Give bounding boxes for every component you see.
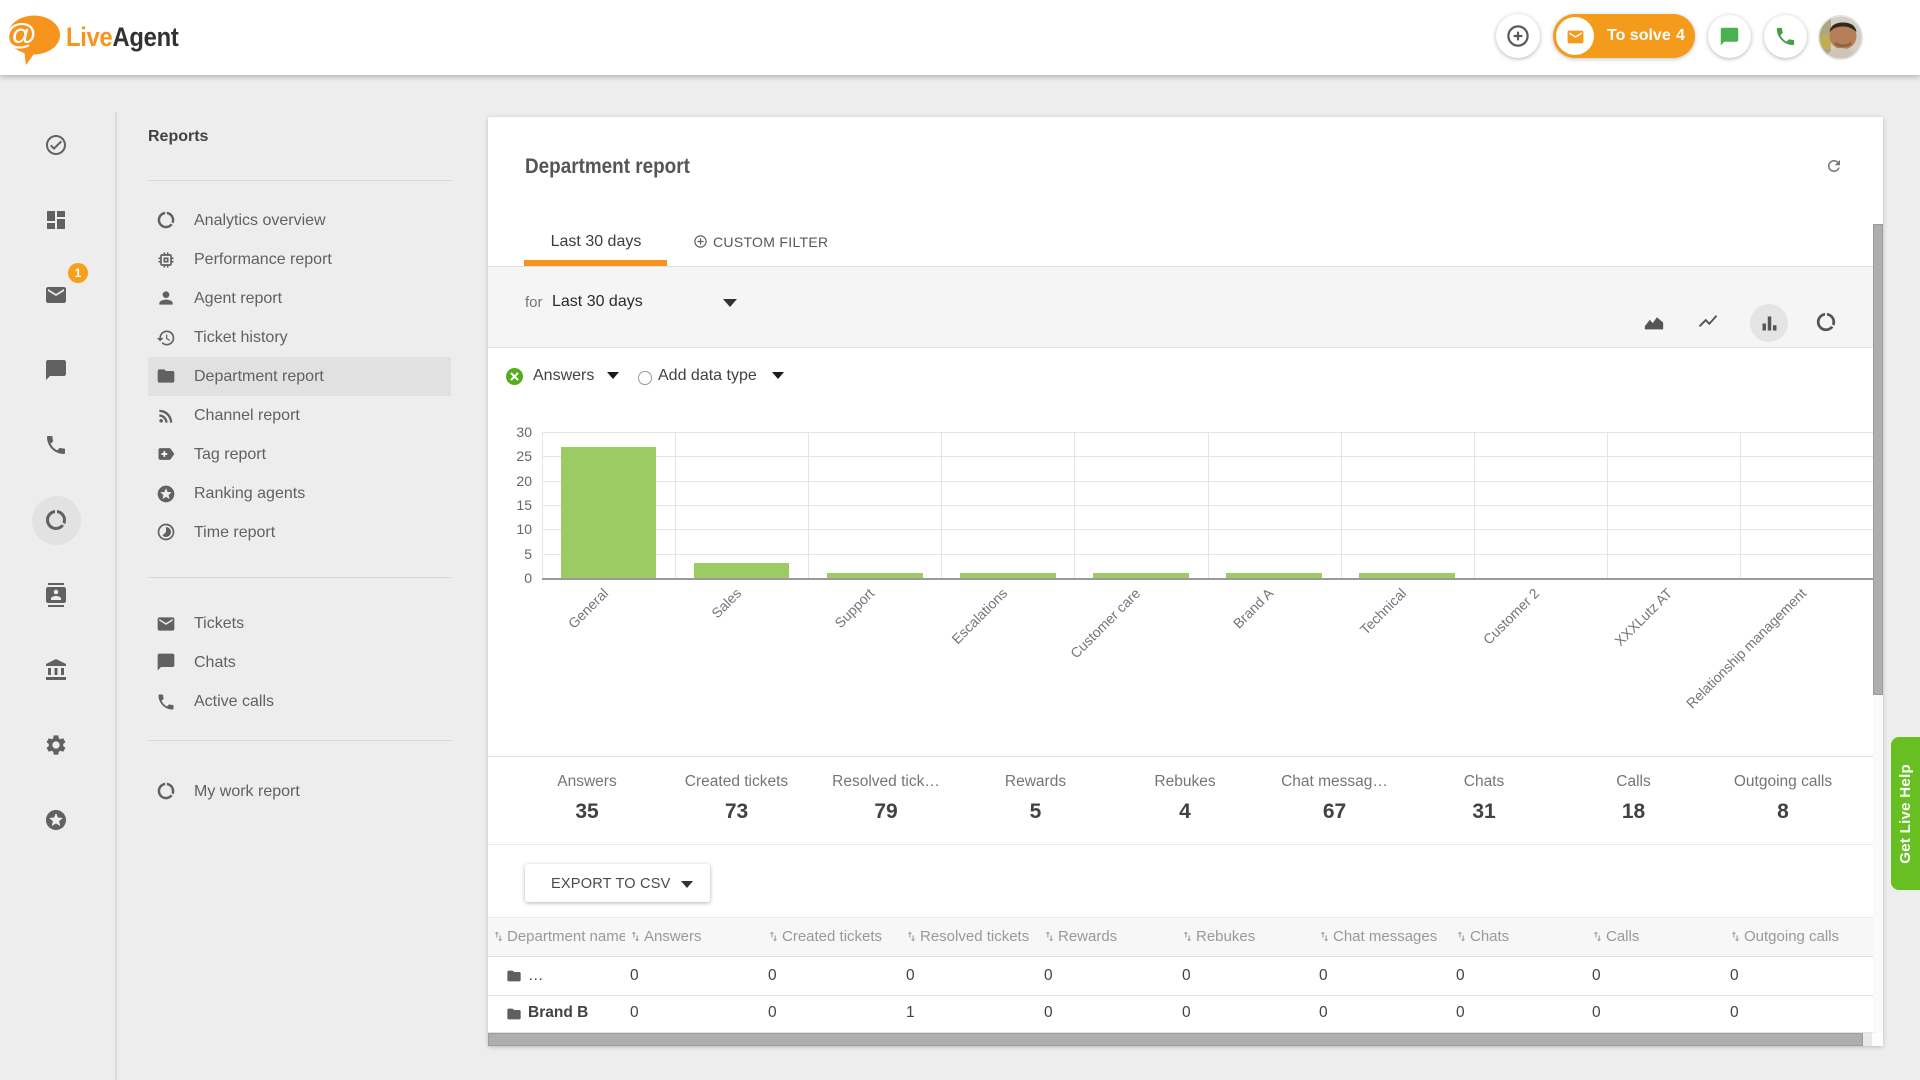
svg-text:@: @ bbox=[5, 17, 36, 50]
